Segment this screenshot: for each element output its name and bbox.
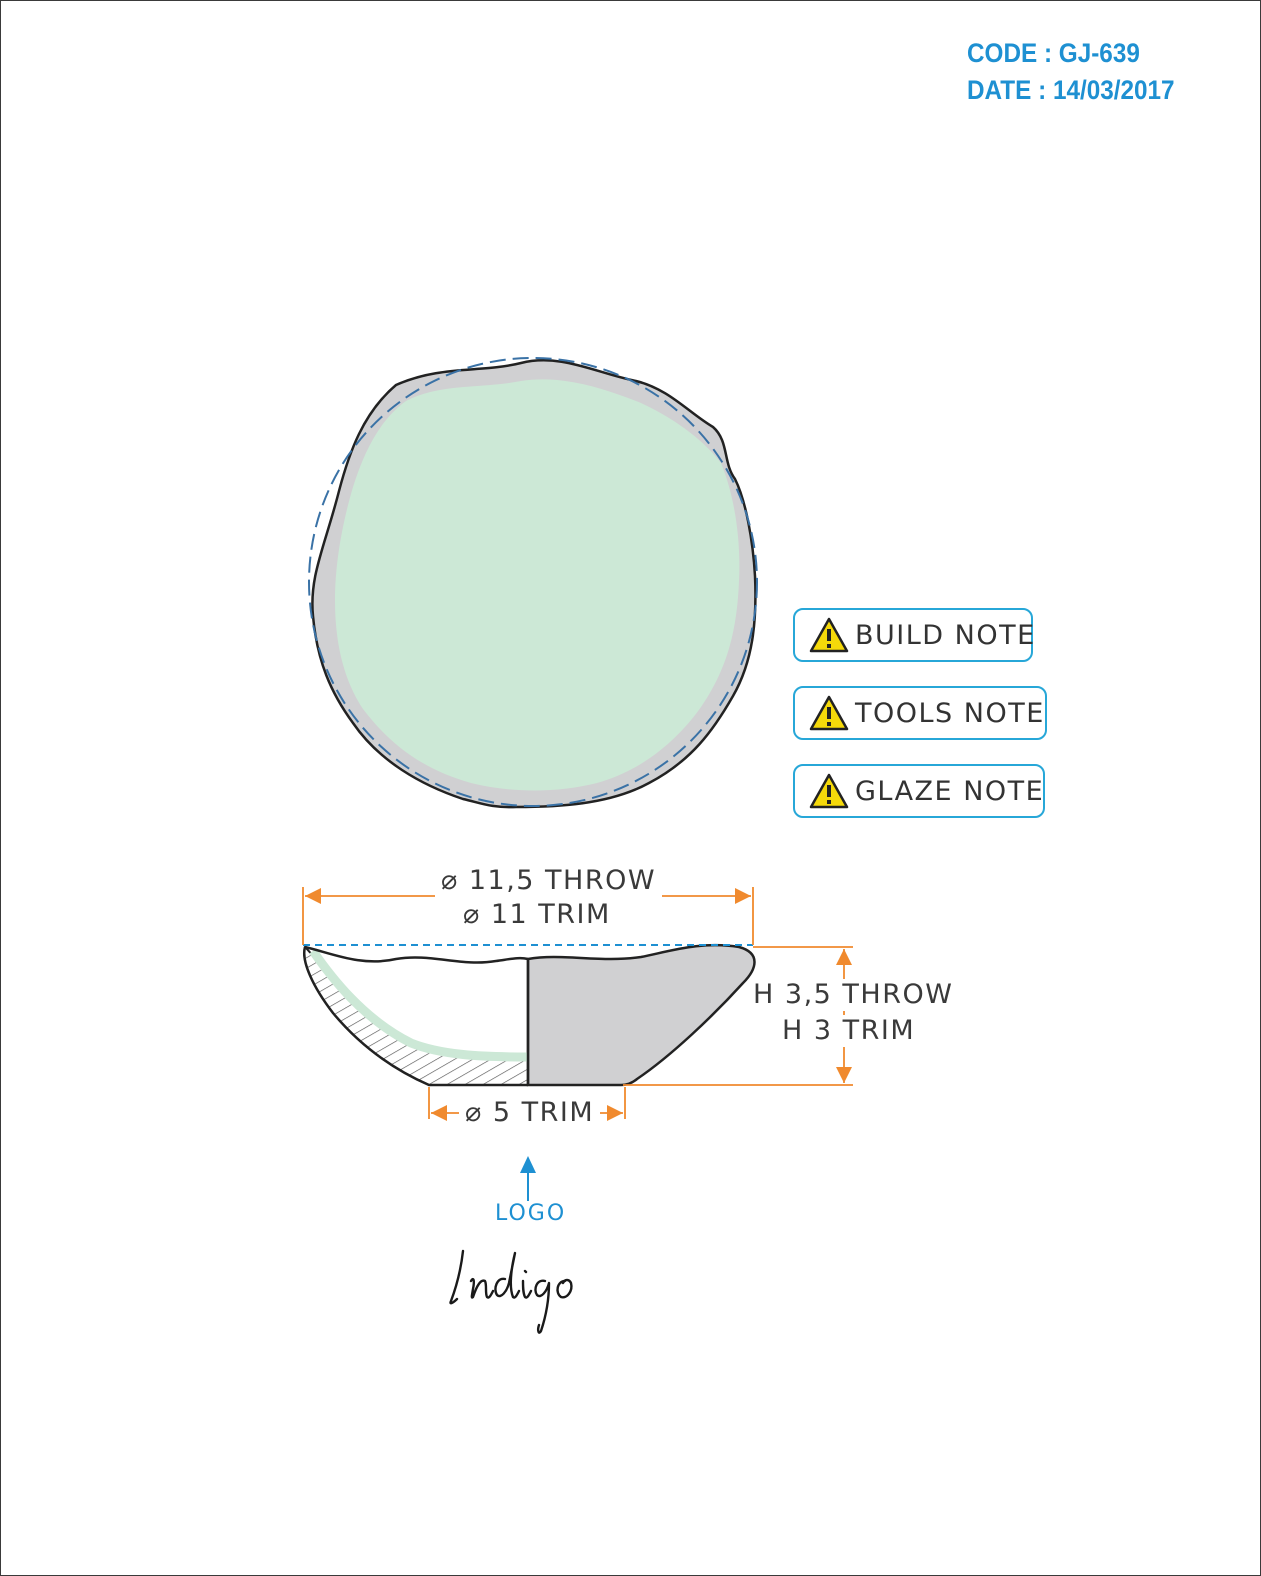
warning-icon: [809, 695, 849, 731]
header-block: CODE : GJ-639 DATE : 14/03/2017: [967, 35, 1175, 109]
build-note-label: BUILD NOTE: [855, 619, 1036, 651]
product-code: CODE : GJ-639: [967, 38, 1140, 68]
bowl-exterior-half: [526, 943, 756, 1087]
tools-note-badge[interactable]: TOOLS NOTE: [793, 686, 1047, 740]
diameter-throw-label: ⌀ 11,5 THROW: [435, 865, 663, 897]
logo-pointer: [520, 1156, 536, 1201]
warning-icon: [809, 773, 849, 809]
glaze-note-badge[interactable]: GLAZE NOTE: [793, 764, 1045, 818]
glaze-note-label: GLAZE NOTE: [855, 775, 1045, 807]
foot-trim-label: ⌀ 5 TRIM: [459, 1097, 601, 1129]
bowl-interior-rim: [304, 945, 529, 964]
interior-glaze-line: [309, 948, 529, 1062]
build-note-badge[interactable]: BUILD NOTE: [793, 608, 1036, 662]
warning-icon: [809, 617, 849, 653]
tools-note-label: TOOLS NOTE: [855, 697, 1045, 729]
bowl-wall-section: [303, 945, 529, 1086]
indigo-brand-logo: [449, 1249, 573, 1334]
side-section-view: [303, 943, 756, 1087]
bowl-outer-wall: [303, 946, 528, 1087]
height-throw-label: H 3,5 THROW: [751, 979, 956, 1011]
throw-diameter-circle: [308, 357, 758, 807]
glaze-area: [335, 379, 740, 791]
top-view: [308, 357, 758, 809]
logo-label: LOGO: [495, 1201, 567, 1226]
diameter-trim-label: ⌀ 11 TRIM: [459, 899, 615, 931]
height-trim-label: H 3 TRIM: [780, 1015, 918, 1047]
logo-arrow-head-icon: [520, 1156, 536, 1173]
drawing-date: DATE : 14/03/2017: [967, 75, 1175, 105]
